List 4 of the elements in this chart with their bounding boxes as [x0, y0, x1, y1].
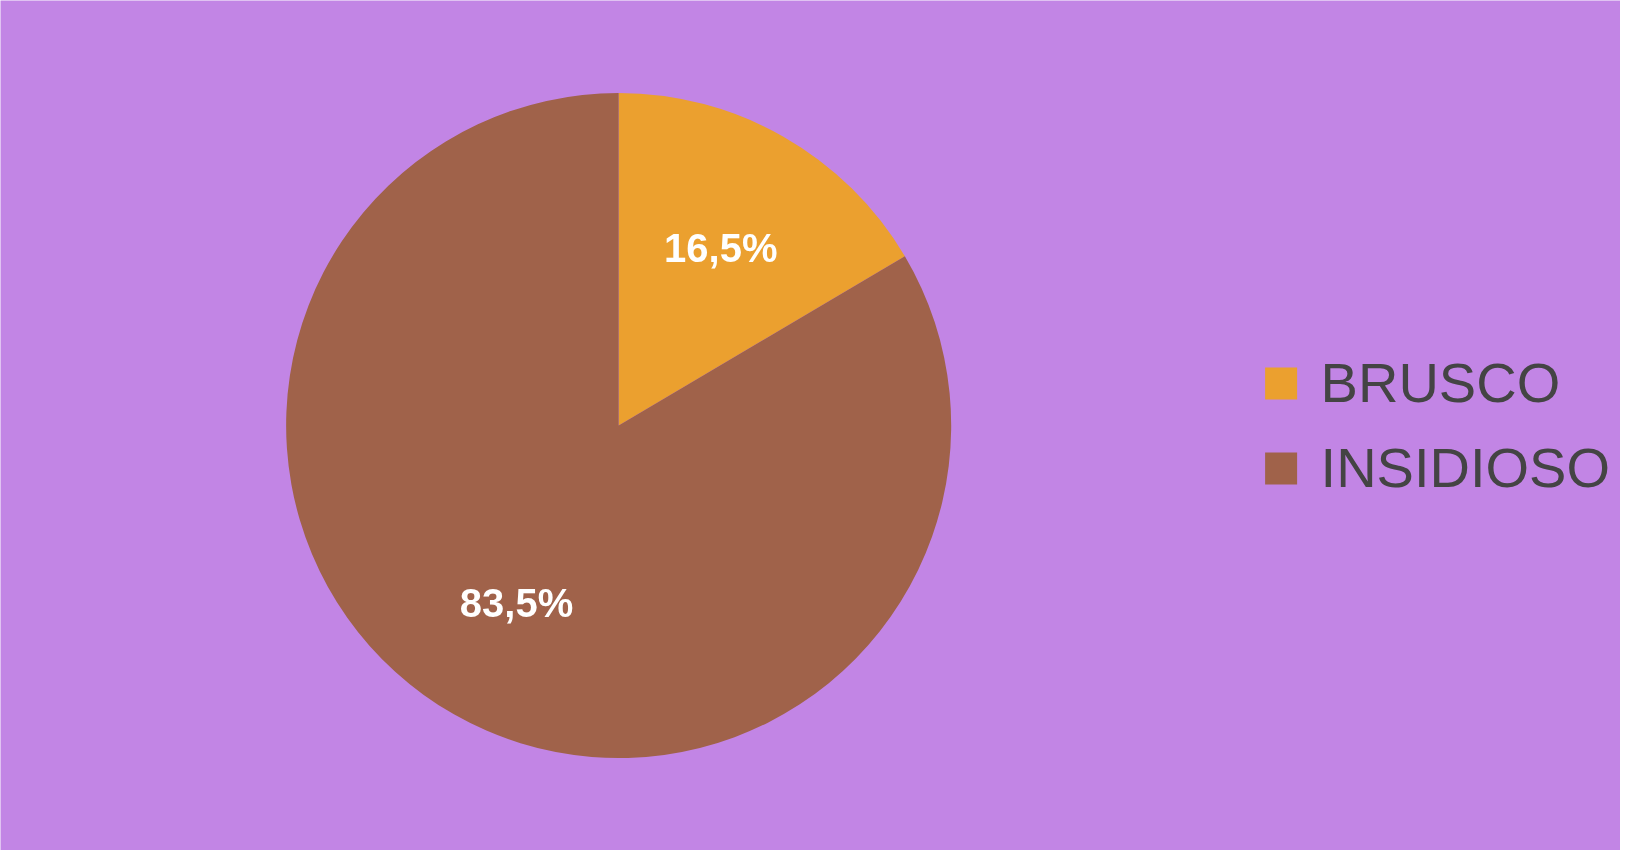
legend-label: INSIDIOSO [1320, 435, 1610, 500]
data-label: 83,5% [459, 581, 574, 626]
legend-label: BRUSCO [1320, 350, 1561, 415]
data-label: 16,5% [664, 225, 778, 270]
